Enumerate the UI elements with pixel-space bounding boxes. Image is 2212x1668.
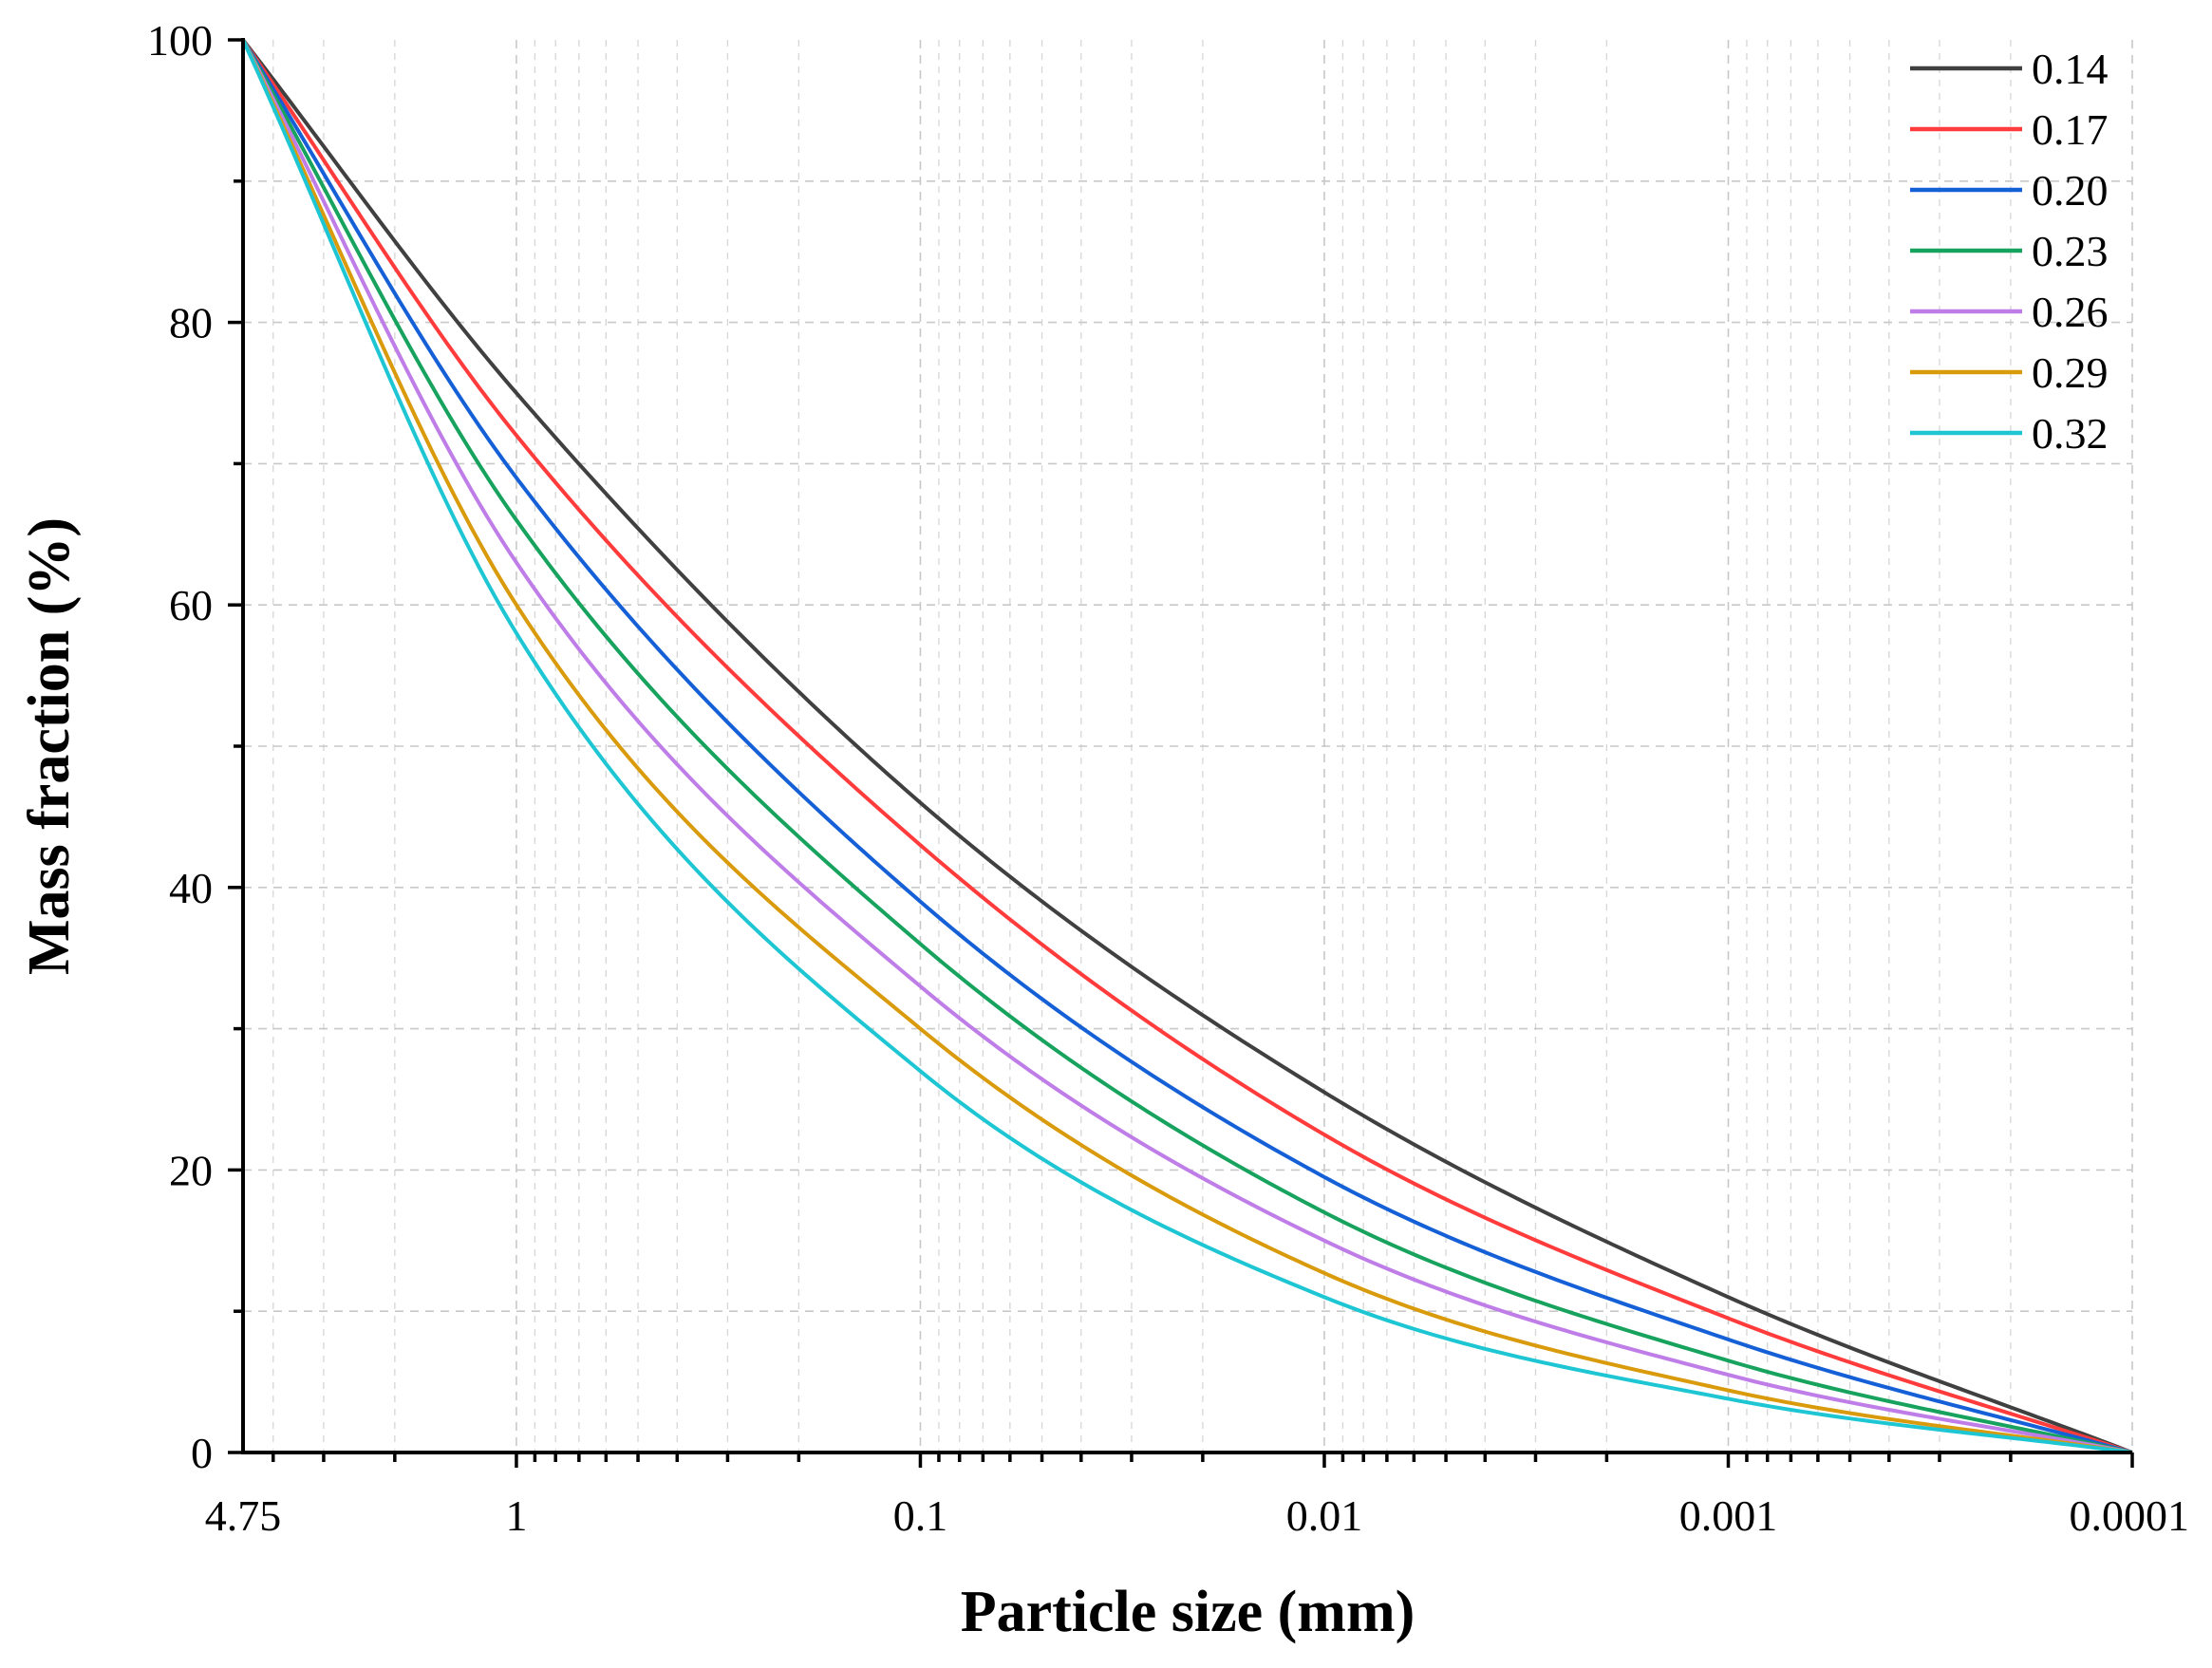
y-tick-label: 40 xyxy=(169,864,213,912)
series-line-0-29 xyxy=(241,39,2133,1454)
x-tick-label: 4.75 xyxy=(205,1491,282,1540)
y-tick-label: 100 xyxy=(147,16,213,65)
series-lines xyxy=(241,38,2133,1454)
legend-label: 0.29 xyxy=(2032,348,2109,397)
x-tick-label: 0.1 xyxy=(893,1491,948,1540)
series-line-0-26 xyxy=(241,39,2133,1454)
tick-labels: 0 20 40 60 80 100 4.75 1 0.1 0.01 0.001 0.0001 xyxy=(147,16,2189,1540)
legend-label: 0.14 xyxy=(2032,45,2109,93)
x-tick-label: 0.0001 xyxy=(2070,1491,2190,1540)
axes xyxy=(228,38,2134,1468)
legend-label: 0.26 xyxy=(2032,288,2109,336)
series-line-0-32 xyxy=(241,39,2133,1454)
legend-label: 0.20 xyxy=(2032,166,2109,215)
grid xyxy=(243,40,2133,1452)
series-line-0-17 xyxy=(241,38,2133,1454)
legend-label: 0.17 xyxy=(2032,105,2109,154)
x-tick-label: 1 xyxy=(505,1491,527,1540)
y-tick-label: 80 xyxy=(169,299,213,347)
x-tick-label: 0.001 xyxy=(1679,1491,1778,1540)
x-tick-label: 0.01 xyxy=(1286,1491,1363,1540)
series-line-0-23 xyxy=(241,39,2133,1454)
legend-label: 0.23 xyxy=(2032,227,2109,275)
series-line-0-20 xyxy=(241,38,2133,1454)
y-tick-label: 0 xyxy=(191,1429,213,1477)
x-axis-title: Particle size (mm) xyxy=(961,1580,1415,1644)
y-axis-title: Mass fraction (%) xyxy=(17,517,82,975)
series-line-0-14 xyxy=(241,38,2133,1454)
y-tick-label: 60 xyxy=(169,581,213,629)
legend: 0.14 0.17 0.20 0.23 0.26 0.29 0.32 xyxy=(1910,45,2109,458)
legend-label: 0.32 xyxy=(2032,409,2109,458)
y-tick-label: 20 xyxy=(169,1146,213,1194)
